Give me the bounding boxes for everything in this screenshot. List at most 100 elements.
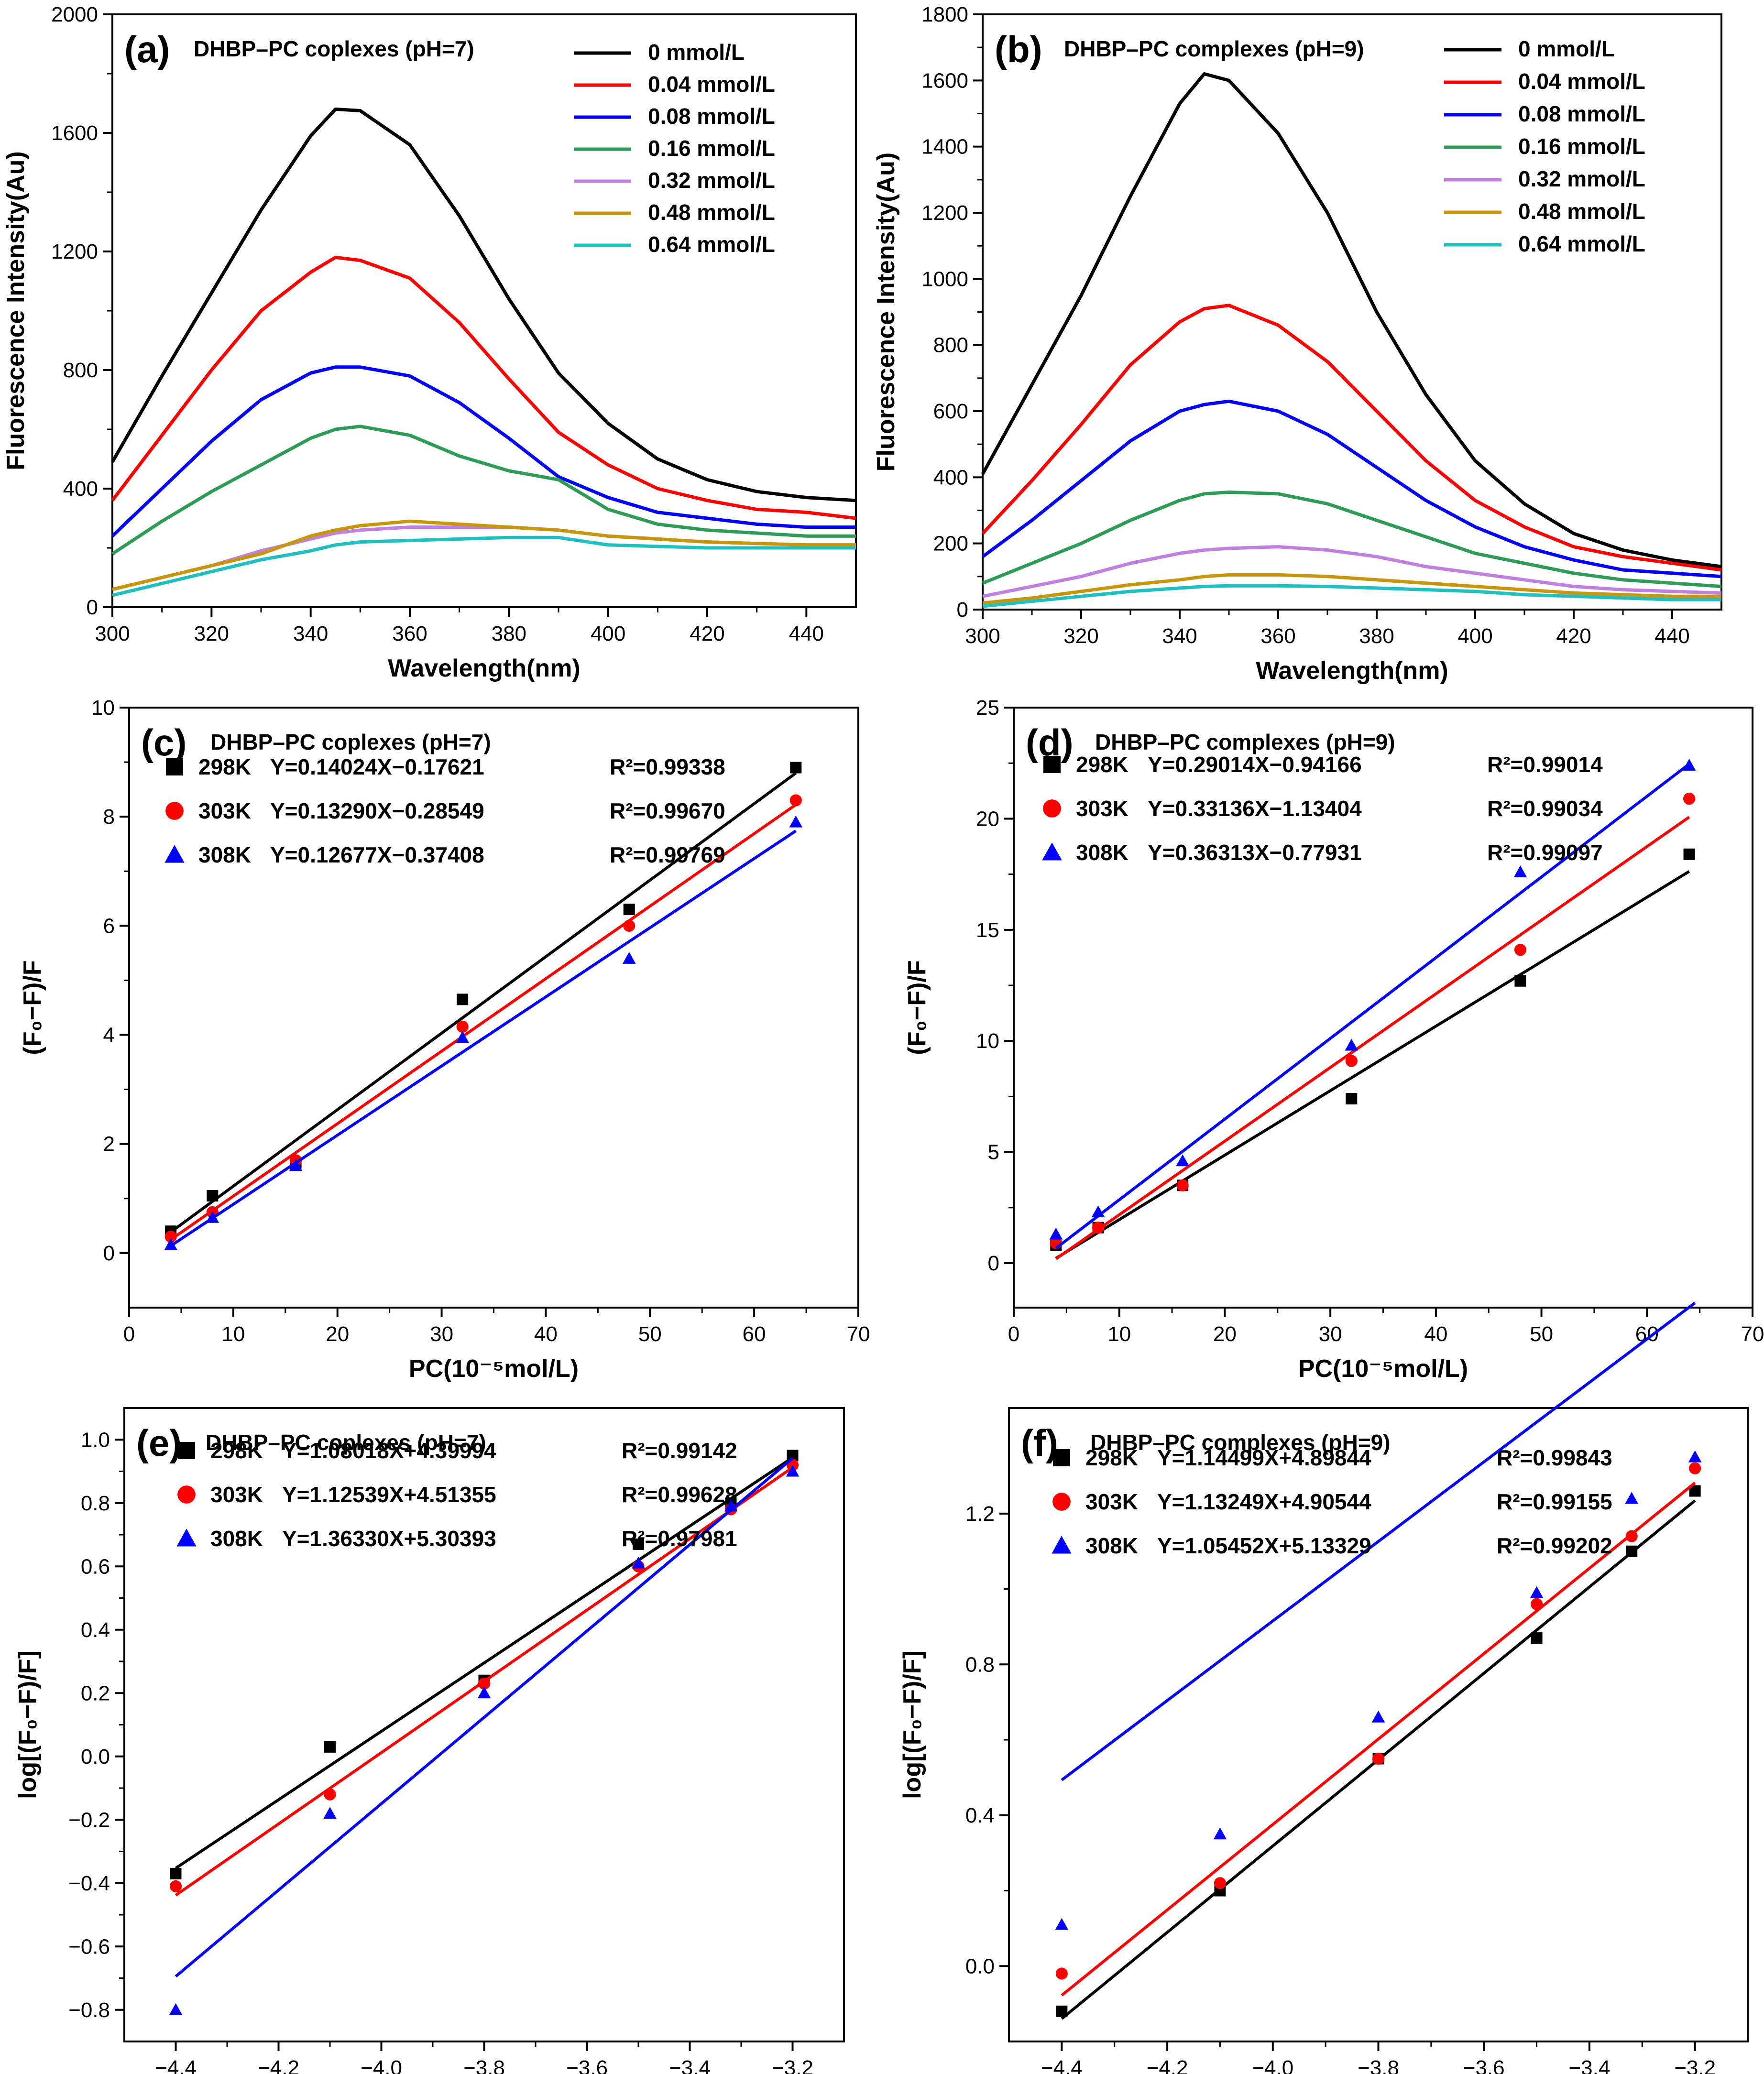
x-tick-label: −3.6 — [566, 2056, 608, 2074]
fit-line — [175, 1456, 794, 1870]
x-tick-label: 320 — [1063, 624, 1098, 648]
data-point — [1513, 865, 1527, 878]
legend-r-squared: R²=0.99155 — [1497, 1489, 1612, 1514]
y-tick-label: 1600 — [51, 121, 98, 145]
panel-title: DHBP–PC complexes (pH=9) — [1095, 730, 1395, 754]
legend-r-squared: R²=0.99338 — [610, 754, 725, 779]
legend-label: 0.48 mmol/L — [1518, 199, 1645, 224]
x-tick-label: −3.6 — [1463, 2056, 1505, 2074]
data-point — [622, 952, 636, 964]
data-point — [1092, 1222, 1105, 1234]
x-tick-label: −4.0 — [1252, 2056, 1293, 2074]
legend-temperature: 308K — [1076, 840, 1129, 865]
x-tick-label: 320 — [194, 622, 229, 645]
legend-temperature: 308K — [210, 1526, 263, 1551]
legend-label: 0.64 mmol/L — [648, 232, 775, 257]
y-tick-label: 8 — [103, 805, 115, 829]
x-tick-label: 30 — [1319, 1322, 1342, 1346]
y-tick-label: 0.8 — [965, 1653, 995, 1676]
series-line — [111, 425, 856, 556]
y-tick-label: 0.0 — [81, 1745, 110, 1768]
panel-title: DHBP–PC coplexes (pH=7) — [206, 1430, 486, 1455]
y-tick-label: 1200 — [921, 201, 968, 225]
legend-temperature: 308K — [1085, 1533, 1138, 1558]
legend-temperature: 298K — [198, 754, 251, 779]
x-tick-label: 440 — [1654, 624, 1689, 648]
data-point — [1514, 975, 1526, 987]
x-tick-label: −3.8 — [1358, 2056, 1399, 2074]
x-tick-label: −4.2 — [1147, 2056, 1188, 2074]
data-point — [1530, 1598, 1543, 1610]
legend-marker — [176, 1528, 197, 1547]
panel-b: 300 320 340 360 380 400 420 440 0 200 400 600 800 100… — [872, 3, 1722, 685]
legend-label: 0 mmol/L — [1518, 36, 1615, 61]
x-tick-label: 20 — [1213, 1322, 1237, 1346]
panel-a: 300 320 340 360 380 400 420 440 0 400 800 1200 1600 2… — [2, 3, 857, 682]
fit-line — [170, 830, 797, 1247]
x-tick-label: −3.2 — [772, 2056, 813, 2074]
data-point — [1372, 1752, 1385, 1765]
x-tick-label: 0 — [123, 1322, 135, 1346]
series-line — [981, 399, 1722, 579]
x-axis-label: PC(10⁻⁵mol/L) — [409, 1355, 579, 1383]
legend-equation: Y=0.14024X−0.17621 — [270, 754, 484, 779]
legend-label: 0.32 mmol/L — [648, 168, 775, 193]
y-tick-label: 2 — [103, 1133, 115, 1156]
data-point — [1689, 1462, 1701, 1474]
panel-label: (b) — [995, 28, 1042, 70]
x-tick-label: 420 — [1556, 624, 1591, 648]
x-tick-label: 60 — [743, 1322, 766, 1346]
x-tick-label: 40 — [1424, 1322, 1447, 1346]
data-point — [457, 993, 469, 1005]
data-point — [164, 1231, 177, 1243]
y-axis-label: log[(F₀−F)/F] — [14, 1650, 42, 1799]
y-tick-label: 25 — [976, 696, 999, 720]
y-axis-label: Fluorescence Intensity(Au) — [2, 151, 30, 470]
legend-marker — [164, 845, 185, 863]
legend-label: 0.08 mmol/L — [1518, 101, 1645, 126]
legend-label: 0.04 mmol/L — [648, 72, 775, 97]
panel-title: DHBP–PC complexes (pH=9) — [1064, 36, 1364, 61]
data-point — [632, 1556, 645, 1569]
data-point — [323, 1807, 337, 1819]
y-tick-label: −0.8 — [68, 1998, 110, 2022]
legend-label: 0.64 mmol/L — [1518, 231, 1645, 256]
legend-marker — [178, 1442, 195, 1459]
x-tick-label: 50 — [638, 1322, 662, 1346]
data-point — [1530, 1586, 1544, 1598]
y-tick-label: 400 — [63, 477, 98, 501]
panel-c: 0 10 20 30 40 50 60 70 0 2 4 6 8 10 PC(10⁻⁵mol/L) (F₀−F… — [19, 696, 870, 1383]
plot-frame — [111, 13, 857, 608]
data-point — [1683, 792, 1696, 805]
data-point — [1683, 848, 1695, 860]
series-line — [111, 255, 856, 520]
legend-equation: Y=0.36313X−0.77931 — [1148, 840, 1362, 865]
x-tick-label: −4.4 — [155, 2056, 197, 2074]
y-axis-label: Fluorescence Intensity(Au) — [872, 153, 900, 471]
legend-label: 0 mmol/L — [648, 40, 745, 65]
fit-line — [170, 803, 797, 1241]
legend-equation: Y=1.05452X+5.13329 — [1157, 1533, 1371, 1558]
panel-f: −4.4 −4.2 −4.0 −3.8 −3.6 −3.4 −3.2 0.0 0.4 0.8 1.2… — [898, 1301, 1749, 2074]
legend-r-squared: R²=0.99014 — [1487, 752, 1603, 777]
series-line — [982, 545, 1722, 598]
y-tick-label: 4 — [103, 1024, 115, 1047]
y-tick-label: −0.6 — [68, 1935, 110, 1958]
x-tick-label: 10 — [1107, 1322, 1131, 1346]
x-tick-label: 70 — [1741, 1322, 1764, 1346]
y-tick-label: 1.0 — [81, 1428, 110, 1452]
y-tick-label: 5 — [988, 1141, 999, 1164]
x-tick-label: 360 — [1260, 624, 1295, 648]
data-point — [289, 1159, 303, 1171]
x-axis-label: PC(10⁻⁵mol/L) — [1298, 1355, 1468, 1383]
data-point — [1371, 1710, 1385, 1723]
fit-line — [1061, 1482, 1696, 1997]
x-tick-label: −3.4 — [669, 2056, 711, 2074]
x-tick-label: 30 — [430, 1322, 453, 1346]
legend-r-squared: R²=0.99628 — [622, 1482, 737, 1507]
series-line — [981, 304, 1722, 572]
legend-equation: Y=1.08018X+4.39994 — [282, 1438, 496, 1463]
data-point — [1055, 1918, 1069, 1930]
panel-d: 0 10 20 30 40 50 60 700510152025PC(10⁻⁵mol/L)(F… — [903, 696, 1764, 1383]
